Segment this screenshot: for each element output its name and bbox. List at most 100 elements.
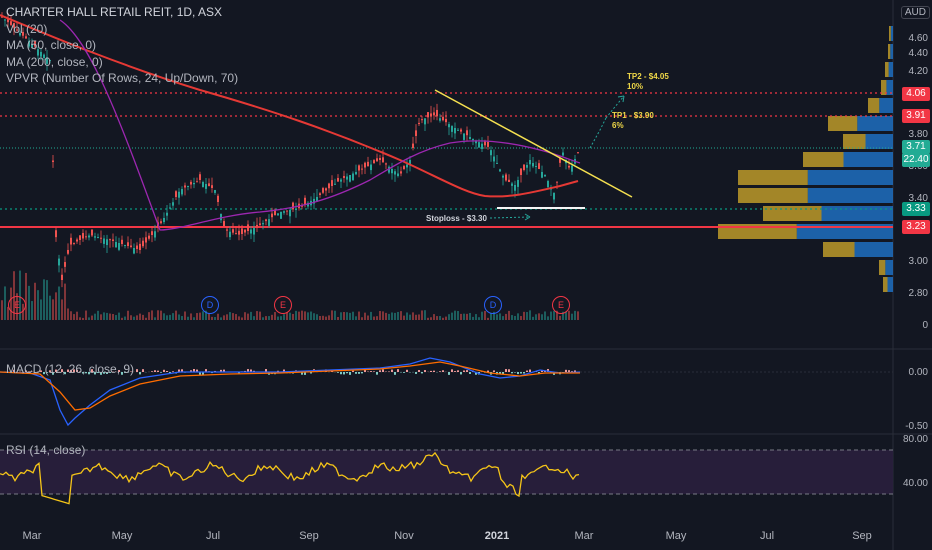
- dividend-event-icon[interactable]: D: [201, 296, 219, 314]
- macd-signal-line[interactable]: [0, 361, 580, 411]
- volume-bar: [505, 313, 507, 320]
- indicator-ma50[interactable]: MA (50, close, 0): [6, 38, 97, 52]
- earnings-event-icon[interactable]: E: [274, 296, 292, 314]
- volume-bar: [199, 312, 201, 320]
- volume-bar: [58, 286, 60, 320]
- candle-body: [22, 31, 24, 36]
- volume-bar: [163, 313, 165, 320]
- macd-bar: [421, 372, 423, 374]
- volume-bar: [232, 313, 234, 320]
- vpvr-up-bar: [807, 170, 893, 185]
- indicator-vpvr[interactable]: VPVR (Number Of Rows, 24, Up/Down, 70): [6, 71, 239, 85]
- candle-body: [490, 150, 492, 156]
- candle-body: [148, 235, 150, 239]
- volume-bar: [13, 271, 15, 320]
- volume-bar: [61, 299, 63, 320]
- earnings-event-icon[interactable]: E: [8, 296, 26, 314]
- macd-bar: [82, 372, 84, 374]
- candle-body: [274, 209, 276, 216]
- volume-bar: [559, 315, 561, 320]
- candle-body: [46, 57, 48, 64]
- volume-bar: [286, 312, 288, 320]
- volume-bar: [454, 310, 456, 320]
- candle-body: [523, 164, 525, 170]
- volume-bar: [520, 316, 522, 320]
- tp1-price-tag: 3.91: [902, 109, 930, 123]
- candle-body: [283, 211, 285, 213]
- macd-line[interactable]: [0, 357, 581, 427]
- macd-bar: [220, 369, 222, 372]
- candle-body: [511, 183, 513, 186]
- volume-bar: [535, 314, 537, 320]
- tp2-arrow: [589, 117, 607, 149]
- macd-bar: [13, 369, 15, 372]
- candle-body: [577, 152, 579, 154]
- candle-body: [361, 168, 363, 170]
- macd-bar: [433, 370, 435, 372]
- candle-body: [70, 237, 72, 245]
- candle-body: [448, 124, 450, 128]
- volume-bar: [544, 311, 546, 320]
- macd-bar: [190, 370, 192, 372]
- earnings-event-icon[interactable]: E: [552, 296, 570, 314]
- candle-body: [211, 185, 213, 188]
- indicator-ma200[interactable]: MA (200, close, 0): [6, 54, 103, 69]
- macd-bar: [331, 371, 333, 372]
- vpvr-up-bar: [888, 62, 893, 77]
- ma200-line[interactable]: [0, 14, 579, 198]
- vpvr-up-bar: [890, 44, 893, 59]
- symbol-title[interactable]: CHARTER HALL RETAIL REIT, 1D, ASX: [6, 5, 223, 19]
- candle-body: [61, 274, 63, 280]
- tp2-annotation[interactable]: TP2 - $4.05 10%: [627, 72, 669, 92]
- macd-bar: [181, 369, 183, 372]
- currency-selector[interactable]: AUD: [900, 6, 930, 19]
- macd-bar: [415, 372, 417, 374]
- candle-body: [328, 183, 330, 189]
- candle-body: [442, 116, 444, 121]
- macd-bar: [223, 369, 225, 372]
- macd-bar: [199, 372, 201, 375]
- candle-body: [553, 193, 555, 200]
- volume-bar: [349, 312, 351, 320]
- macd-label[interactable]: MACD (12, 26, close, 9): [6, 362, 135, 376]
- candle-body: [124, 245, 126, 246]
- candle-body: [547, 181, 549, 188]
- macd-bar: [151, 371, 153, 372]
- rsi-label[interactable]: RSI (14, close): [6, 443, 86, 457]
- candle-body: [559, 157, 561, 163]
- macd-bar: [139, 372, 141, 375]
- indicator-volume[interactable]: Vol (20): [6, 21, 48, 36]
- volume-bar: [346, 312, 348, 320]
- volume-bar: [247, 313, 249, 320]
- volume-bar: [352, 311, 354, 320]
- last-price-tag: 3.71: [902, 140, 930, 154]
- volume-bar: [562, 311, 564, 320]
- stoploss-annotation[interactable]: Stoploss - $3.30: [426, 214, 487, 223]
- volume-bar: [340, 312, 342, 320]
- tp1-annotation[interactable]: TP1 - $3.90 6%: [612, 111, 654, 131]
- vpvr-down-bar: [879, 260, 886, 275]
- macd-bar: [52, 372, 54, 375]
- descending-trendline[interactable]: [434, 89, 633, 198]
- volume-bar: [400, 311, 402, 320]
- volume-bar: [43, 279, 45, 320]
- candle-body: [112, 239, 114, 241]
- ma50-line[interactable]: [59, 19, 581, 231]
- candle-body: [358, 165, 360, 171]
- candle-body: [232, 229, 234, 233]
- volume-bar: [538, 313, 540, 320]
- rsi-line[interactable]: [0, 451, 580, 505]
- candle-body: [469, 137, 471, 140]
- dividend-event-icon[interactable]: D: [484, 296, 502, 314]
- rsi-axis-label: 40.00: [902, 478, 928, 489]
- time-axis-label: Sep: [852, 530, 872, 542]
- candlestick-series[interactable]: [1, 12, 579, 288]
- volume-bar: [571, 313, 573, 320]
- macd-bar: [283, 369, 285, 372]
- volume-bar: [22, 303, 24, 320]
- volume-bar: [382, 311, 384, 320]
- volume-bar: [139, 313, 141, 320]
- macd-bar: [442, 370, 444, 372]
- macd-bar: [61, 369, 63, 372]
